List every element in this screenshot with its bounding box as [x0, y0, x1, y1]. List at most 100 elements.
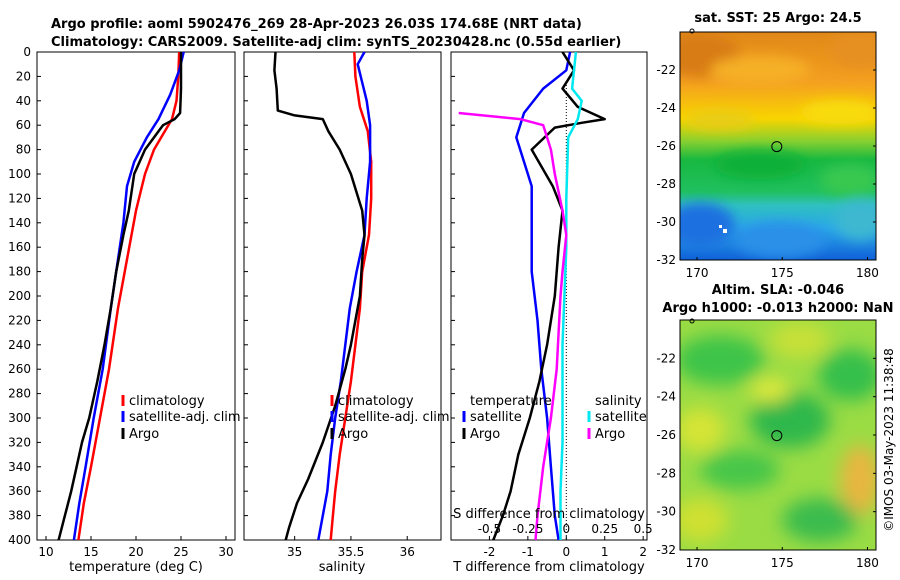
salinity-panel-frame [243, 51, 442, 541]
x-tick-label: -2 [483, 545, 495, 559]
lat-tick-label: -30 [656, 215, 676, 229]
lat-tick-label: -30 [656, 505, 676, 519]
sst-corner-marker [689, 28, 695, 34]
top-x-tick-label: 0.25 [591, 522, 618, 536]
top-x-tick-label: -0.5 [478, 522, 501, 536]
x-tick-label: 35.5 [338, 545, 365, 559]
depth-tick-label: 140 [8, 216, 31, 230]
depth-tick-label: 220 [8, 313, 31, 327]
lat-tick-label: -22 [656, 351, 676, 365]
lat-tick-label: -32 [656, 543, 676, 557]
sla-map: Altim. SLA: -0.046 Argo h1000: -0.013 h2… [656, 283, 893, 570]
series-line-argo [57, 52, 183, 541]
series-line-t-argo [492, 51, 606, 541]
header-line-2: Climatology: CARS2009. Satellite-adj cli… [51, 35, 621, 50]
depth-tick-label: 200 [8, 289, 31, 303]
legend-label-argo: Argo [129, 427, 159, 442]
depth-tick-label: 240 [8, 338, 31, 352]
depth-tick-label: 320 [8, 435, 31, 449]
depth-tick-label: 120 [8, 191, 31, 205]
x-tick-label: 15 [83, 545, 98, 559]
lat-tick-label: -28 [656, 177, 676, 191]
lat-tick-label: -28 [656, 466, 676, 480]
legend-title-salinity: salinity [595, 394, 642, 409]
series-line-satellite-adj-clim [72, 51, 185, 541]
legend-label-t-argo: Argo [470, 427, 500, 442]
series-line-t-satellite [515, 51, 572, 541]
depth-tick-label: 0 [23, 45, 31, 59]
depth-tick-label: 100 [8, 167, 31, 181]
lat-tick-label: -26 [656, 139, 676, 153]
depth-tick-label: 20 [16, 69, 31, 83]
x-tick-label: 10 [38, 545, 53, 559]
legend-label-argo: Argo [338, 427, 368, 442]
depth-tick-label: 340 [8, 460, 31, 474]
series-line-argo [273, 51, 366, 541]
top-x-tick-label: 0.5 [634, 522, 653, 536]
lon-tick-label: 175 [771, 556, 794, 570]
x-tick-label: 35 [287, 545, 302, 559]
lon-tick-label: 170 [686, 266, 709, 280]
legend-label-climatology: climatology [338, 394, 414, 409]
depth-tick-label: 80 [16, 143, 31, 157]
top-x-tick-label: 0 [562, 522, 570, 536]
sst-field [680, 32, 876, 260]
lon-tick-label: 180 [856, 556, 879, 570]
lon-tick-label: 170 [686, 556, 709, 570]
sla-corner-marker [689, 318, 695, 324]
sst-argo-marker [771, 141, 783, 153]
legend-label-climatology: climatology [129, 394, 205, 409]
salinity-xlabel: salinity [319, 560, 366, 575]
lat-tick-label: -22 [656, 63, 676, 77]
depth-tick-label: 400 [8, 533, 31, 547]
header-line-1: Argo profile: aoml 5902476_269 28-Apr-20… [51, 17, 582, 32]
x-tick-label: 1 [601, 545, 609, 559]
legend-label-satellite: satellite-adj. clim [129, 410, 241, 425]
temperature-panel: 10 15 20 25 30 temperature (deg C) climatolo… [38, 51, 241, 575]
x-tick-label: 30 [218, 545, 233, 559]
legend-label-s-satellite: satellite [595, 410, 647, 425]
depth-tick-label: 180 [8, 265, 31, 279]
depth-tick-label: 260 [8, 362, 31, 376]
difference-xlabel: T difference from climatology [452, 560, 645, 575]
series-line-s-satellite [559, 51, 583, 540]
imos-credit: ©IMOS 03-May-2023 11:38:48 [882, 348, 896, 532]
difference-panel: -2 -1 0 1 2 -0.5 -0.25 0 0.25 0.5 T difference f… [452, 51, 653, 575]
sla-field [680, 320, 876, 550]
difference-top-xlabel: S difference from climatology [453, 507, 645, 522]
x-tick-label: 25 [173, 545, 188, 559]
legend-label-t-satellite: satellite [470, 410, 522, 425]
lon-tick-label: 175 [771, 266, 794, 280]
legend-label-satellite: satellite-adj. clim [338, 410, 450, 425]
top-x-tick-label: -0.25 [512, 522, 543, 536]
lat-tick-label: -26 [656, 428, 676, 442]
lat-tick-label: -24 [656, 101, 676, 115]
depth-tick-label: 380 [8, 509, 31, 523]
lat-tick-label: -24 [656, 390, 676, 404]
x-tick-label: 20 [128, 545, 143, 559]
x-tick-label: 2 [639, 545, 647, 559]
temperature-panel-frame [36, 51, 236, 541]
sla-map-subtitle: Argo h1000: -0.013 h2000: NaN [662, 301, 893, 316]
depth-tick-label: 360 [8, 484, 31, 498]
depth-tick-label: 40 [16, 94, 31, 108]
temperature-xlabel: temperature (deg C) [69, 560, 203, 575]
depth-tick-label: 60 [16, 118, 31, 132]
sst-map-title: sat. SST: 25 Argo: 24.5 [694, 11, 861, 26]
salinity-panel: 35 35.5 36 salinity climatology satellite-… [273, 51, 450, 575]
depth-tick-label: 280 [8, 387, 31, 401]
sst-map: sat. SST: 25 Argo: 24.5 170 175 180 -32 -30 -… [656, 11, 879, 280]
depth-tick-label: 300 [8, 411, 31, 425]
x-tick-label: -1 [522, 545, 534, 559]
legend-label-s-argo: Argo [595, 427, 625, 442]
series-line-satellite-adj-clim [317, 51, 372, 541]
legend-title-temperature: temperature [470, 394, 552, 409]
difference-legend: temperature satellite Argo salinity sate… [462, 394, 647, 442]
depth-axis: 0 20 40 60 80 100 120 140 160 180 200 220 240 260 280 3… [8, 45, 455, 547]
series-line-s-argo [458, 111, 568, 541]
depth-tick-label: 160 [8, 240, 31, 254]
lat-tick-label: -32 [656, 253, 676, 267]
sla-argo-marker [771, 430, 783, 442]
temperature-legend: climatology satellite-adj. clim Argo [121, 394, 241, 442]
